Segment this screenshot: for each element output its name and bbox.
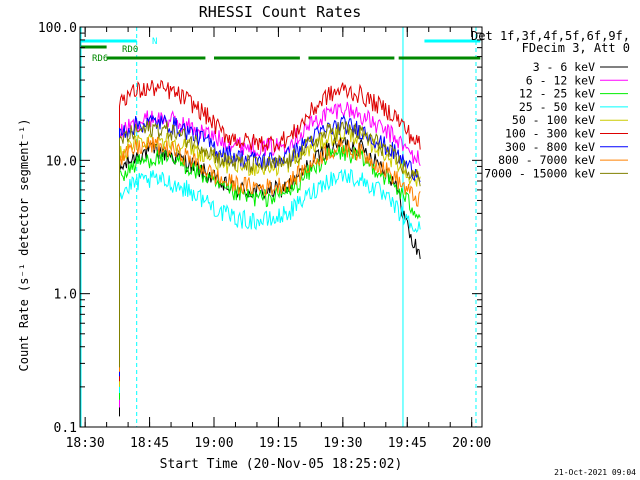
timestamp: 21-Oct-2021 09:04: [554, 468, 636, 477]
x-tick-label: 19:45: [388, 436, 427, 451]
series-line: [119, 101, 421, 408]
flag-label: RD6: [92, 54, 108, 64]
legend-entry-label: 3 - 6 keV: [533, 60, 595, 74]
series-lines: [119, 79, 421, 417]
x-axis-label: Start Time (20-Nov-05 18:25:02): [160, 457, 403, 472]
flag-label: RD0: [122, 45, 138, 55]
chart-title: RHESSI Count Rates: [199, 3, 362, 21]
legend-entry-label: 100 - 300 keV: [505, 127, 595, 141]
legend-entry-label: 6 - 12 keV: [526, 73, 595, 87]
x-tick-label: 20:00: [452, 436, 491, 451]
legend-header-line: FDecim 3, Att 0: [522, 41, 630, 55]
legend-entry-label: 12 - 25 keV: [519, 87, 595, 101]
plot-frame: [79, 26, 483, 428]
legend-header-line: Det 1f,3f,4f,5f,6f,9f,: [471, 29, 630, 43]
legend: Det 1f,3f,4f,5f,6f,9f,FDecim 3, Att 0 3 -…: [471, 29, 630, 180]
x-tick-label: 18:45: [130, 436, 169, 451]
y-axis-label: Count Rate (s⁻¹ detector segment⁻¹): [17, 119, 31, 372]
series-line: [119, 168, 421, 393]
legend-entry-label: 800 - 7000 keV: [498, 153, 595, 167]
series-line: [119, 79, 421, 382]
y-tick-label: 1.0: [54, 288, 77, 303]
legend-entry-label: 50 - 100 keV: [512, 113, 595, 127]
y-tick-label: 10.0: [46, 154, 77, 169]
flag-bars: N RD0 RD6: [81, 37, 481, 64]
x-tick-label: 18:30: [66, 436, 105, 451]
x-tick-label: 19:30: [323, 436, 362, 451]
axis-ticks: 0.1 1.0 10.0 100.0 18:30 18:45 19:00 19:15 19:30…: [38, 21, 491, 451]
series-line: [119, 136, 421, 372]
y-tick-label: 100.0: [38, 21, 77, 36]
legend-entry-label: 300 - 800 keV: [505, 140, 595, 154]
legend-entry-label: 7000 - 15000 keV: [484, 166, 595, 180]
series-line: [119, 120, 421, 368]
flag-label: N: [152, 37, 157, 47]
y-tick-label: 0.1: [54, 421, 77, 436]
x-tick-label: 19:15: [259, 436, 298, 451]
legend-entry-label: 25 - 50 keV: [519, 100, 595, 114]
x-tick-label: 19:00: [194, 436, 233, 451]
